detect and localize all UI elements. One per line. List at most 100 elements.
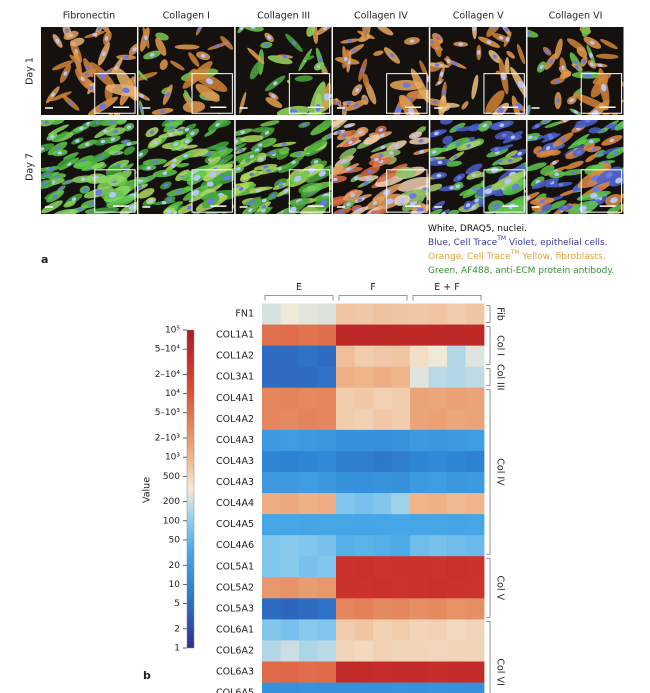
heatmap-cell (465, 640, 485, 662)
cell (554, 38, 563, 60)
cell (565, 160, 584, 170)
cell (47, 124, 69, 136)
heatmap-cell (391, 556, 411, 578)
row-label: COL4A3 (216, 477, 254, 488)
heatmap-cell (373, 598, 392, 620)
nucleus (558, 182, 564, 187)
nucleus (613, 151, 619, 155)
nucleus (419, 150, 425, 154)
nucleus (166, 209, 172, 214)
nucleus (79, 126, 84, 131)
heatmap-cell (299, 303, 318, 325)
nucleus (346, 101, 352, 105)
nucleus (59, 186, 64, 191)
heatmap-cell (410, 535, 429, 557)
row-label: COL4A1 (216, 393, 254, 404)
heatmap-cell (354, 345, 374, 368)
nucleus (44, 120, 49, 125)
cell (267, 55, 293, 65)
heatmap-cell (280, 450, 300, 473)
colorbar-tick-label: 5 (174, 599, 180, 609)
nucleus (192, 189, 200, 196)
nucleus (507, 158, 513, 163)
cell (600, 39, 618, 50)
nucleus (235, 146, 239, 151)
heatmap-cell (465, 303, 485, 325)
nucleus (98, 155, 104, 159)
nucleus (372, 201, 378, 205)
nucleus (434, 63, 440, 67)
row-label: COL6A3 (216, 667, 254, 678)
nucleus (128, 204, 137, 211)
nucleus (149, 53, 155, 57)
nucleus (123, 139, 128, 144)
heatmap-cell (410, 408, 429, 431)
cell (536, 150, 554, 158)
heatmap-cell (262, 640, 281, 662)
heatmap-cell (354, 303, 374, 325)
nucleus (434, 131, 439, 136)
row-group-bracket (486, 621, 491, 693)
nucleus (563, 120, 568, 123)
inset-frame (94, 73, 136, 114)
nucleus (456, 175, 462, 180)
nucleus (54, 174, 60, 179)
column-label: Collagen III (257, 11, 310, 22)
nucleus (496, 107, 504, 115)
nucleus (561, 65, 565, 71)
cell (442, 135, 453, 145)
column-group-label: E (296, 282, 302, 293)
heatmap-cell (336, 450, 355, 473)
heatmap-cell (428, 535, 448, 557)
heatmap-cell (354, 577, 374, 599)
nucleus (238, 187, 244, 191)
row-label: COL5A2 (216, 582, 254, 593)
cell (511, 201, 527, 214)
nucleus (592, 186, 600, 193)
colorbar-tick-label: 20 (169, 561, 181, 571)
nucleus (472, 187, 477, 191)
nucleus (413, 133, 418, 138)
heatmap-cell (262, 598, 281, 620)
nucleus (235, 139, 239, 144)
cell (182, 101, 206, 113)
heatmap-cell (391, 493, 411, 515)
nucleus (350, 193, 356, 198)
row-group-label: Col IV (495, 458, 506, 486)
heatmap-cell (299, 471, 318, 494)
cell (294, 75, 313, 82)
nucleus (108, 192, 117, 198)
heatmap-cell (410, 598, 429, 620)
nucleus (240, 130, 246, 134)
nucleus (378, 128, 384, 132)
cell (240, 135, 264, 143)
superscript: TM (496, 235, 506, 242)
row-label: COL4A2 (216, 414, 254, 425)
nucleus (545, 49, 550, 54)
nucleus (138, 185, 143, 190)
nucleus (146, 166, 152, 170)
heatmap-cell (428, 303, 448, 325)
micrograph (138, 27, 235, 115)
nucleus (200, 54, 206, 58)
nucleus (168, 120, 173, 123)
heatmap-cell (262, 450, 281, 473)
colorbar-tick-label: 5–10⁴ (155, 345, 181, 355)
nucleus (591, 147, 597, 151)
heatmap-cell (317, 471, 337, 494)
nucleus (255, 188, 261, 193)
nucleus (534, 124, 540, 128)
column-group-label: E + F (434, 282, 459, 293)
heatmap-cell (373, 619, 392, 641)
heatmap-cell (391, 471, 411, 494)
nucleus (264, 130, 270, 135)
cell (188, 52, 200, 67)
heatmap-cell (280, 598, 300, 620)
heatmap-cell (317, 366, 337, 389)
inset-frame (483, 169, 525, 213)
heatmap-cell (391, 682, 411, 693)
cell (362, 73, 369, 88)
nucleus (165, 92, 170, 97)
nucleus (379, 133, 385, 138)
